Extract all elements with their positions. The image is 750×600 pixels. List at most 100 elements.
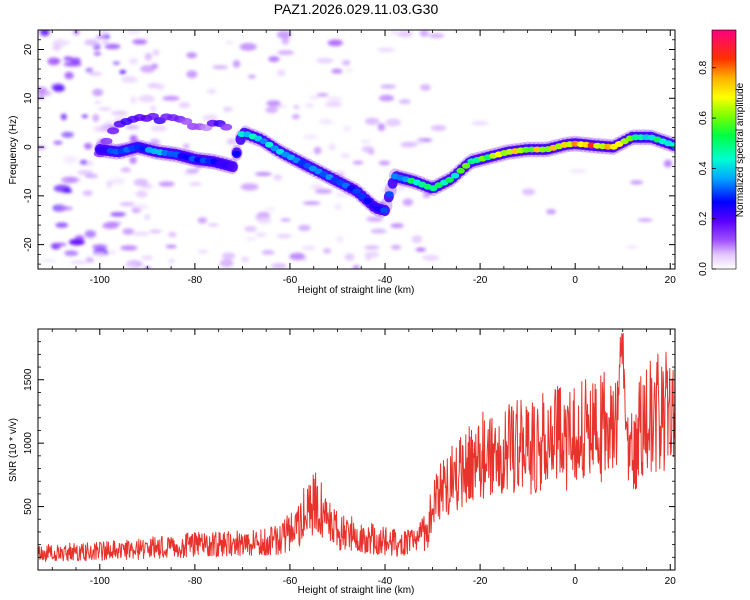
- noise-blob: [92, 114, 100, 122]
- ridge-core-blob: [259, 138, 268, 145]
- noise-blob: [370, 228, 387, 234]
- noise-blob: [64, 71, 74, 80]
- noise-blob: [197, 249, 209, 254]
- noise-blob: [101, 40, 110, 44]
- noise-blob: [98, 107, 112, 111]
- noise-blob: [271, 263, 287, 269]
- chart-title: PAZ1.2026.029.11.03.G30: [274, 1, 439, 17]
- noise-blob: [276, 234, 292, 239]
- colorbar-ticks: 0.0 0.2 0.4 0.6 0.8: [698, 60, 716, 276]
- colorbar-gradient: [711, 29, 737, 270]
- noise-blob: [61, 176, 78, 184]
- noise-blob: [326, 96, 343, 100]
- noise-blob: [165, 244, 177, 249]
- noise-blob: [244, 226, 257, 232]
- noise-blob: [239, 43, 257, 51]
- noise-blob: [255, 172, 272, 176]
- noise-blob: [121, 76, 138, 83]
- noise-blob: [302, 201, 321, 205]
- noise-blob: [119, 202, 135, 207]
- noise-blob: [39, 30, 50, 37]
- noise-blob: [263, 207, 277, 211]
- spectrogram-y-label: Frequency (Hz): [8, 116, 19, 185]
- noise-blob: [93, 252, 106, 257]
- noise-blob: [120, 245, 138, 251]
- noise-blob: [92, 244, 108, 250]
- noise-blob: [365, 254, 372, 261]
- noise-blob: [361, 145, 374, 153]
- x-tick-label: -60: [283, 275, 298, 286]
- noise-blob: [102, 222, 119, 229]
- noise-blob: [377, 123, 386, 131]
- secondary-ridge-blob: [220, 123, 233, 131]
- noise-blob: [92, 88, 104, 97]
- y-tick-label: 1000: [23, 432, 34, 455]
- noise-blob: [219, 259, 234, 268]
- noise-blob: [52, 44, 62, 51]
- noise-blob: [522, 188, 536, 196]
- noise-blob: [398, 183, 405, 191]
- x-tick-label: 0: [572, 275, 578, 286]
- noise-blob: [125, 125, 140, 130]
- noise-blob: [70, 260, 89, 265]
- y-tick-label: -10: [23, 188, 34, 203]
- noise-blob: [240, 183, 259, 191]
- noise-blob: [63, 155, 78, 164]
- noise-blob: [150, 105, 157, 113]
- noise-blob: [428, 33, 445, 39]
- ridge-core-blob: [226, 163, 236, 170]
- snr-panel: -100 -80 -60 -40 -20 0 20 500 1000 1500 Height o…: [8, 328, 676, 596]
- noise-blob: [38, 86, 48, 94]
- noise-blob: [318, 118, 334, 125]
- noise-blob: [84, 143, 93, 150]
- noise-blob: [280, 218, 291, 222]
- noise-blob: [298, 224, 311, 232]
- noise-blob: [364, 245, 380, 251]
- noise-blob: [186, 70, 198, 79]
- colorbar-tick-label: 0.8: [698, 60, 709, 74]
- noise-blob: [266, 100, 281, 107]
- noise-blob: [232, 60, 241, 68]
- noise-blob: [273, 174, 283, 181]
- noise-blob: [316, 57, 334, 64]
- noise-blob: [120, 167, 131, 173]
- noise-blob: [130, 96, 137, 104]
- noise-blob: [79, 159, 88, 165]
- x-tick-label: -100: [90, 576, 110, 587]
- noise-blob: [134, 203, 149, 211]
- noise-blob: [207, 88, 217, 95]
- noise-blob: [168, 258, 175, 264]
- noise-blob: [323, 248, 332, 254]
- snr-x-ticks: -100 -80 -60 -40 -20 0 20: [51, 329, 676, 587]
- noise-blob: [422, 254, 440, 261]
- noise-blob: [95, 35, 109, 39]
- noise-blob: [268, 56, 280, 62]
- noise-blob: [84, 174, 99, 178]
- noise-blob: [377, 47, 395, 53]
- noise-blob: [56, 206, 73, 211]
- noise-blob: [77, 169, 94, 176]
- ridge-core-blob: [270, 145, 279, 152]
- noise-blob: [343, 126, 351, 132]
- noise-blob: [152, 49, 160, 56]
- noise-blob: [162, 95, 180, 101]
- noise-blob: [149, 229, 162, 234]
- spectrogram-x-ticks: -100 -80 -60 -40 -20 0 20: [51, 30, 676, 286]
- noise-blob: [419, 30, 429, 37]
- ridge-core-blob: [445, 176, 454, 183]
- noise-blob: [345, 68, 354, 72]
- y-tick-label: -20: [23, 237, 34, 252]
- noise-blob: [310, 184, 324, 189]
- noise-blob: [186, 52, 198, 59]
- noise-blob: [149, 138, 161, 147]
- noise-blob: [313, 146, 322, 155]
- snr-y-label: SNR (10 * v/v): [8, 418, 19, 482]
- noise-blob: [144, 214, 151, 221]
- noise-blob: [39, 259, 57, 262]
- x-tick-label: 0: [572, 576, 578, 587]
- noise-blob: [291, 114, 300, 120]
- noise-blob: [63, 56, 73, 61]
- noise-blob: [331, 68, 343, 74]
- snr-y-ticks: 500 1000 1500: [23, 341, 675, 558]
